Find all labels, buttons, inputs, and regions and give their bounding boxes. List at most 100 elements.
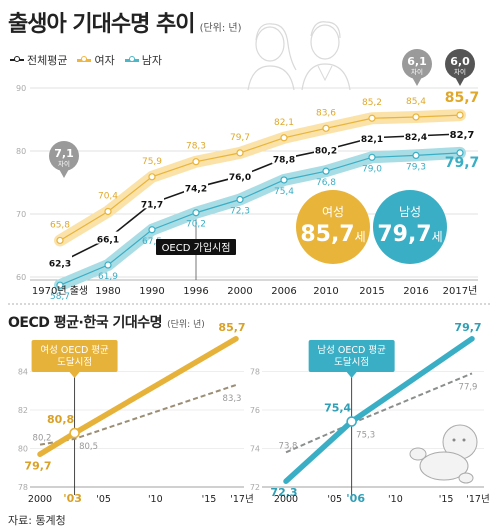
legend-female-marker <box>77 55 92 62</box>
panel-y-tick-label: 76 <box>250 406 260 415</box>
male-point <box>322 167 330 175</box>
baby-illustration <box>409 424 478 484</box>
gap-bubble-2016-tail <box>412 77 422 86</box>
callout-tail <box>346 372 357 378</box>
gap-bubble-2017 <box>445 49 475 79</box>
oecd-start-label: 73,8 <box>279 441 298 451</box>
male-circle-unit: 세 <box>432 230 443 244</box>
korea-end-label: 79,7 <box>454 321 481 334</box>
crossing-point <box>346 416 357 427</box>
female-point <box>456 111 464 119</box>
male-point <box>456 149 464 157</box>
total-label-bg <box>314 142 338 155</box>
oecd-female-panel: 84 82 80 78 79,7 80,8 85,7 80,2 80,5 83,3 여성 OECD … <box>18 321 254 505</box>
data-label: 70,4 <box>98 191 118 201</box>
gap-bubble-1970-value: 7,1 <box>54 147 74 160</box>
series-line-0 <box>59 114 461 241</box>
data-label: 70,2 <box>186 220 206 230</box>
male-point <box>192 209 200 217</box>
data-label: 76,0 <box>229 173 251 183</box>
data-label: 82,1 <box>361 135 383 145</box>
female-circle <box>296 190 370 264</box>
female-point <box>322 124 330 132</box>
x-tick-label: 2000 <box>227 286 252 297</box>
total-label-bg <box>96 231 120 244</box>
total-label-bg <box>449 126 475 139</box>
top-y-tick-label: 70 <box>16 210 26 219</box>
data-label: 82,7 <box>450 130 475 141</box>
oecd-join-box <box>156 239 236 255</box>
x-tick-label: 2017년 <box>443 285 478 297</box>
oecd-series-line <box>39 384 237 446</box>
oecd-chart-title: OECD 평균·한국 기대수명 <box>8 315 162 331</box>
x-tick-label: 1990 <box>139 286 164 297</box>
korea-cross-label: 75,4 <box>324 402 351 415</box>
female-point <box>148 173 156 181</box>
panel-x-tick-label: '17년 <box>230 494 253 505</box>
male-point <box>368 153 376 161</box>
data-label: 82,4 <box>405 133 427 143</box>
korea-end-label: 85,7 <box>218 321 245 334</box>
panel-y-tick-label: 84 <box>18 368 28 377</box>
data-label: 72,3 <box>230 207 250 217</box>
legend-male-label: 남자 <box>141 54 162 67</box>
gap-bubble-2017-value: 6,0 <box>450 55 470 68</box>
total-label-bg <box>48 255 72 268</box>
data-label: 75,4 <box>274 187 294 197</box>
data-label: 79,3 <box>406 162 426 172</box>
oecd-cross-label: 75,3 <box>356 431 375 441</box>
oecd-start-label: 80,2 <box>33 434 52 444</box>
total-label-bg <box>360 130 384 143</box>
data-label: 85,4 <box>406 97 426 107</box>
gap-bubble-1970-label: 차이 <box>58 159 70 168</box>
chart-unit: (단위: 년) <box>199 23 242 34</box>
male-point <box>56 281 64 289</box>
data-label: 71,7 <box>141 200 163 210</box>
gap-bubble-2016-label: 차이 <box>411 67 423 76</box>
male-point <box>236 195 244 204</box>
oecd-end-label: 77,9 <box>459 382 478 392</box>
male-point <box>412 151 420 160</box>
x-tick-label: 2016 <box>403 286 428 297</box>
callout-tail <box>69 372 80 378</box>
panel-x-tick-label: '06 <box>346 492 365 505</box>
male-point <box>280 176 288 184</box>
female-circle-unit: 세 <box>355 230 366 244</box>
korea-start-label: 79,7 <box>24 459 51 472</box>
data-label: 74,2 <box>185 185 207 195</box>
female-point <box>104 207 112 216</box>
data-label: 79,0 <box>362 164 382 174</box>
female-circle-label: 여성 <box>322 205 344 219</box>
female-point <box>236 149 244 157</box>
series-line-2 <box>59 152 461 286</box>
male-circle-label: 남성 <box>399 205 421 219</box>
callout-box <box>31 340 118 372</box>
top-y-tick-label: 60 <box>16 273 26 282</box>
top-x-labels: 1970년 출생 1980 1990 1996 2000 2006 2010 2015 2016… <box>32 285 477 297</box>
data-label: 85,7 <box>445 90 480 106</box>
data-label: 65,8 <box>50 220 70 230</box>
female-point <box>368 114 376 122</box>
callout-box <box>308 340 395 372</box>
panel-x-tick-label: '05 <box>96 494 111 505</box>
male-point <box>148 226 156 234</box>
panel-x-tick-label: '17년 <box>466 494 489 505</box>
oecd-end-label: 83,3 <box>223 394 242 404</box>
data-label: 67,5 <box>142 237 162 247</box>
oecd-join-label: OECD 가입시점 <box>162 241 231 254</box>
panel-y-tick-label: 78 <box>18 483 28 492</box>
panel-y-tick-label: 82 <box>18 406 28 415</box>
female-point <box>192 158 200 166</box>
data-label: 79,7 <box>230 133 250 143</box>
data-label: 85,2 <box>362 98 382 108</box>
data-label: 80,2 <box>315 147 337 157</box>
data-label: 82,1 <box>274 118 294 128</box>
panel-x-tick-label: 2000 <box>28 494 52 505</box>
x-tick-label: 1970년 출생 <box>32 285 88 297</box>
panel-x-tick-label: '05 <box>327 494 342 505</box>
korea-start-label: 72,3 <box>270 486 297 499</box>
data-label: 83,6 <box>316 108 336 118</box>
male-circle-value: 79,7세 <box>377 222 442 247</box>
